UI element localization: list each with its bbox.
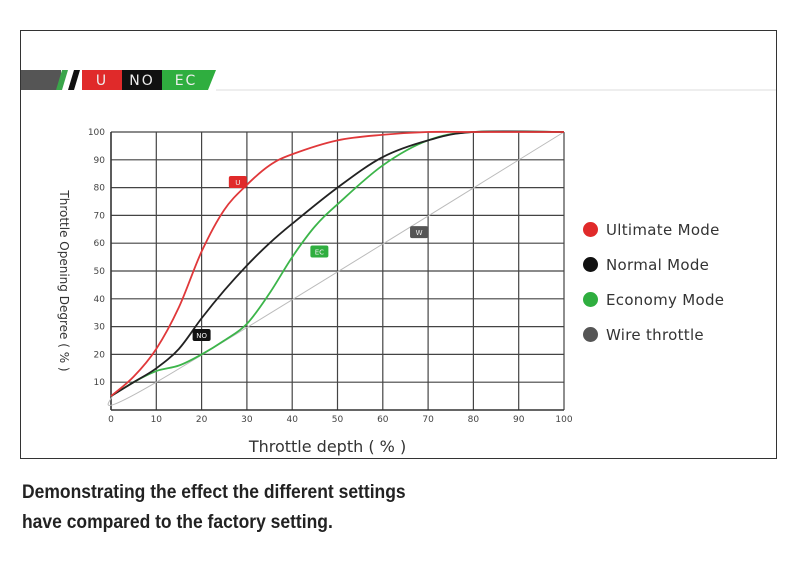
series-tag-w	[410, 226, 429, 239]
series-line-wire-throttle	[107, 131, 565, 406]
y-tick-label: 40	[94, 295, 106, 305]
legend-label: Ultimate Mode	[606, 220, 720, 239]
brand-stripe	[63, 70, 72, 90]
x-tick-label: 60	[377, 415, 389, 425]
series-tag-no	[192, 328, 211, 341]
series-tag-label: W	[416, 229, 423, 237]
x-tick-label: 0	[108, 415, 114, 425]
economy-dot-icon	[583, 292, 598, 307]
caption-line-1: Demonstrating the effect the different s…	[22, 482, 406, 503]
normal-dot-icon	[583, 257, 598, 272]
legend: Ultimate Mode Normal Mode Economy Mode W…	[583, 212, 724, 352]
x-axis-label: Throttle depth ( % )	[248, 437, 406, 456]
y-axis-label: Throttle Opening Degree ( % )	[57, 189, 71, 371]
brand-segment-no	[122, 70, 162, 90]
y-tick-label: 30	[94, 323, 106, 333]
brand-label-ec: EC	[175, 73, 198, 89]
caption-line-2: have compared to the factory setting.	[22, 512, 333, 533]
chart-frame	[20, 30, 777, 459]
y-tick-label: 60	[94, 239, 106, 249]
series-line-normal-mode	[110, 130, 565, 397]
brand-stripe	[56, 70, 68, 90]
x-tick-label: 80	[468, 415, 480, 425]
x-tick-label: 100	[555, 415, 572, 425]
brand-label-u: U	[96, 73, 108, 89]
brand-segment-u	[82, 70, 122, 90]
series-tag-label: U	[235, 179, 240, 187]
series-tag-label: NO	[196, 332, 207, 340]
legend-label: Normal Mode	[606, 255, 710, 274]
legend-item-wire: Wire throttle	[583, 317, 724, 352]
legend-item-economy: Economy Mode	[583, 282, 724, 317]
legend-label: Wire throttle	[606, 325, 704, 344]
x-tick-label: 70	[422, 415, 434, 425]
y-tick-label: 90	[94, 156, 106, 166]
ultimate-dot-icon	[583, 222, 598, 237]
legend-item-ultimate: Ultimate Mode	[583, 212, 724, 247]
x-tick-label: 90	[513, 415, 525, 425]
series-tag-label: EC	[315, 249, 324, 257]
y-tick-label: 100	[88, 128, 105, 138]
caption: Demonstrating the effect the different s…	[22, 478, 406, 538]
y-tick-label: 80	[94, 184, 106, 194]
brand-stripe	[68, 70, 80, 90]
x-tick-label: 50	[332, 415, 344, 425]
y-tick-label: 10	[94, 378, 106, 388]
x-tick-label: 10	[151, 415, 163, 425]
y-tick-label: 20	[94, 350, 106, 360]
x-tick-label: 40	[286, 415, 298, 425]
series-line-ultimate-mode	[110, 130, 564, 397]
wire-dot-icon	[583, 327, 598, 342]
y-tick-label: 50	[94, 267, 106, 277]
x-tick-label: 20	[196, 415, 208, 425]
series-tag-u	[228, 176, 247, 189]
y-tick-label: 70	[94, 211, 106, 221]
brand-segment-ec	[162, 70, 216, 90]
brand-label-no: NO	[129, 73, 155, 89]
x-tick-label: 30	[241, 415, 253, 425]
series-tag-ec	[310, 245, 329, 258]
brand-bar-dark	[21, 70, 61, 90]
legend-item-normal: Normal Mode	[583, 247, 724, 282]
legend-label: Economy Mode	[606, 290, 725, 309]
